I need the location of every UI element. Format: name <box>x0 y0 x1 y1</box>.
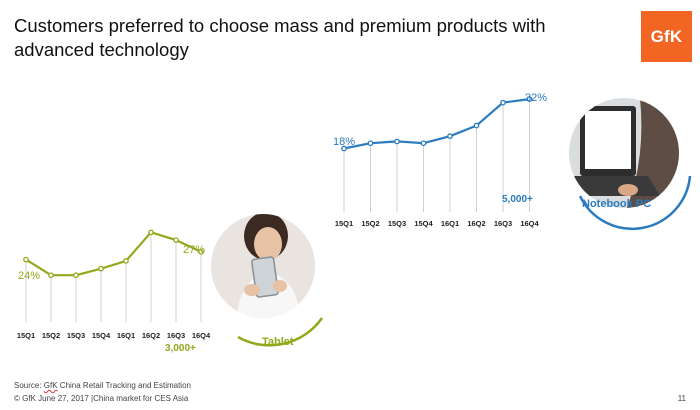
notebook-category-label: Notebook PC <box>582 198 651 210</box>
tablet-arc <box>237 317 324 347</box>
tick-label-tablet-15Q1: 15Q1 <box>17 331 35 340</box>
data-point-notebook-15Q4 <box>420 140 427 147</box>
tick-label-notebook-15Q3: 15Q3 <box>388 219 406 228</box>
gfk-logo: GfK <box>641 11 692 62</box>
data-label-notebook-last: 32% <box>525 92 547 104</box>
data-label-tablet-last: 27% <box>183 244 205 256</box>
data-point-notebook-15Q3 <box>394 138 400 145</box>
data-point-notebook-16Q1 <box>447 133 453 140</box>
notebook-arc <box>578 175 692 230</box>
tick-label-tablet-16Q3: 16Q3 <box>167 331 185 340</box>
data-point-tablet-16Q4 <box>198 248 204 255</box>
count-label-notebook: 5,000+ <box>502 194 533 205</box>
data-point-tablet-16Q1 <box>123 258 129 264</box>
data-point-tablet-15Q1 <box>23 256 29 263</box>
tick-label-notebook-16Q4: 16Q4 <box>520 219 539 228</box>
page-number: 11 <box>677 394 686 403</box>
data-point-tablet-15Q2 <box>48 272 54 279</box>
data-point-tablet-16Q2 <box>148 229 154 236</box>
data-point-notebook-16Q2 <box>473 122 480 129</box>
data-point-notebook-16Q3 <box>500 99 506 106</box>
notebook-photo <box>569 98 679 208</box>
tick-label-notebook-15Q1: 15Q1 <box>335 219 353 228</box>
tick-label-tablet-15Q2: 15Q2 <box>42 331 60 340</box>
tick-label-notebook-16Q3: 16Q3 <box>494 219 512 228</box>
tick-label-notebook-15Q2: 15Q2 <box>361 219 379 228</box>
tablet-photo <box>211 214 315 318</box>
series-line-tablet <box>25 231 202 277</box>
series-line-notebook <box>343 98 530 150</box>
tick-label-tablet-15Q4: 15Q4 <box>92 331 111 340</box>
data-point-notebook-16Q4 <box>526 96 533 102</box>
data-point-notebook-15Q2 <box>367 140 374 147</box>
footer-source: Source: GfK China Retail Tracking and Es… <box>14 381 191 390</box>
tick-label-notebook-16Q1: 16Q1 <box>441 219 459 228</box>
data-label-tablet-first: 24% <box>18 270 40 282</box>
tick-label-tablet-16Q2: 16Q2 <box>142 331 160 340</box>
tick-label-tablet-15Q3: 15Q3 <box>67 331 85 340</box>
footer-copyright: © GfK June 27, 2017 |China market for CE… <box>14 394 189 403</box>
count-label-tablet: 3,000+ <box>165 343 196 354</box>
tick-label-tablet-16Q4: 16Q4 <box>192 331 211 340</box>
data-point-tablet-15Q4 <box>98 265 104 272</box>
data-point-tablet-16Q3 <box>173 237 179 243</box>
data-point-notebook-15Q1 <box>341 145 347 152</box>
tick-label-notebook-16Q2: 16Q2 <box>467 219 485 228</box>
page-title: Customers preferred to choose mass and p… <box>14 15 546 60</box>
tick-label-tablet-16Q1: 16Q1 <box>117 331 135 340</box>
notebook-chart: 15Q1 15Q2 15Q3 15Q4 16Q1 16Q2 16Q3 16Q4 18% 32% 5,… <box>333 92 547 228</box>
tick-label-notebook-15Q4: 15Q4 <box>414 219 433 228</box>
tablet-chart: 15Q1 15Q2 15Q3 15Q4 16Q1 16Q2 16Q3 16Q4 24% 27% 3,… <box>17 229 211 354</box>
tablet-category-label: Tablet <box>262 336 294 348</box>
data-label-notebook-first: 18% <box>333 136 355 148</box>
data-point-tablet-15Q3 <box>73 272 79 279</box>
